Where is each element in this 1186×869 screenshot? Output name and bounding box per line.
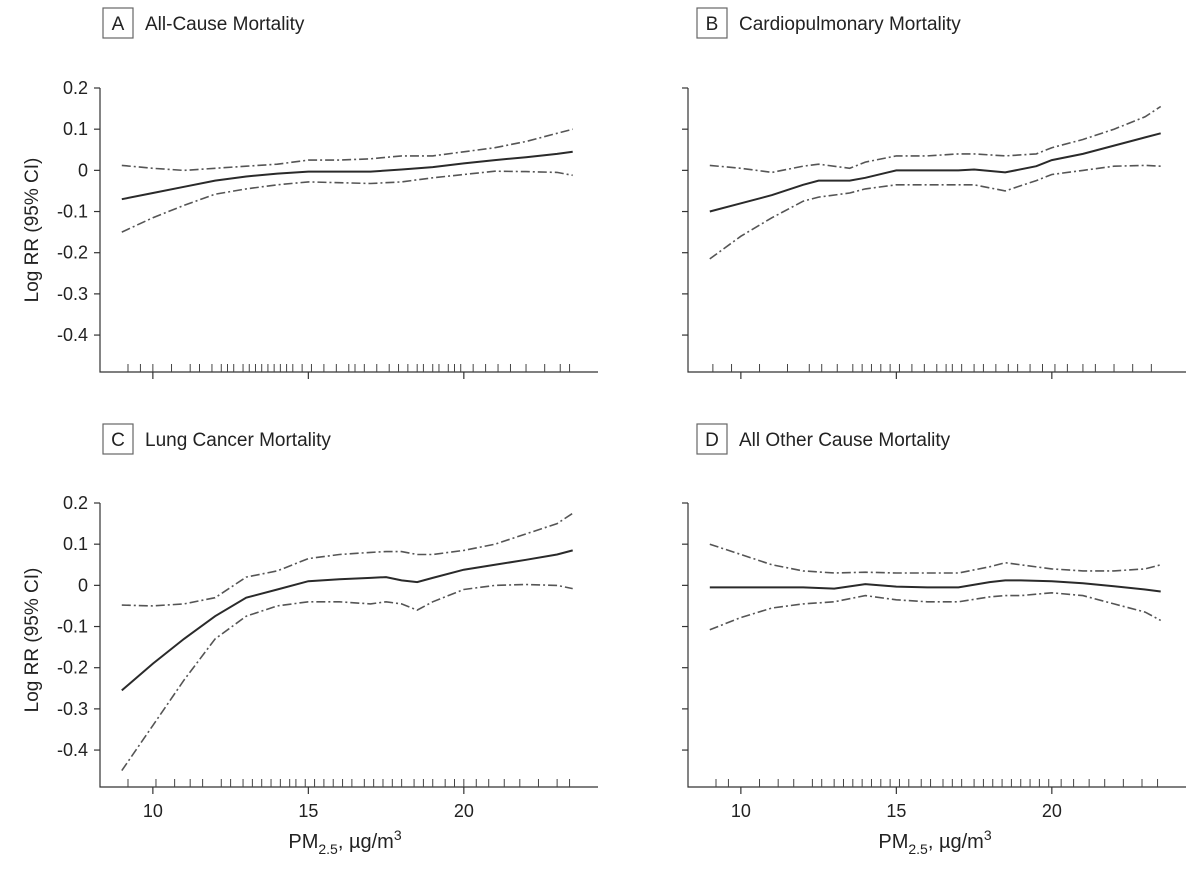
x-axis-label-superscript: 3 [394,827,402,843]
x-axis-label-unit: , µg/m [928,831,984,853]
panel-letter: A [112,14,125,35]
panel-letter: D [705,430,719,451]
y-tick-label: 0.2 [63,78,88,98]
x-tick-label: 15 [886,801,906,821]
upper-ci-line [121,128,573,172]
x-tick-label: 10 [143,801,163,821]
panel-letter-box [696,7,728,39]
y-tick-label: -0.2 [57,243,88,263]
y-axis-label-top: Log RR (95% CI) [22,158,43,303]
upper-ci-line [121,512,574,607]
panel-letter-box [102,423,134,455]
upper-ci-line [709,105,1162,174]
estimate-line [121,150,573,201]
axis-frame [99,88,598,373]
panel-title: Lung Cancer Mortality [145,430,331,451]
panel-letter: B [706,14,719,35]
panel-title: All Other Cause Mortality [739,430,951,451]
panels-group: A All-Cause Mortality 0.2 0.1 0 -0.1 -0.2 -0.3 -… [57,7,1186,821]
rug-marks [127,364,571,372]
y-tick-label: -0.1 [57,202,88,222]
x-tick-label: 10 [731,801,751,821]
estimate-line [709,132,1161,213]
y-tick-label: -0.1 [57,617,88,637]
x-axis-label-superscript: 3 [984,827,992,843]
y-tick-label: 0 [78,160,88,180]
panel-d: D All Other Cause Mortality 10 15 20 [682,423,1186,821]
y-tick-label: 0.1 [63,119,88,139]
y-tick-label: 0.1 [63,534,88,554]
upper-ci-line [709,543,1161,574]
rug-marks [127,779,571,787]
x-axis-label-main: PM [288,831,318,853]
axis-frame [99,503,598,788]
y-tick-label: -0.4 [57,740,88,760]
axis-frame [687,503,1186,788]
y-tick-label: -0.3 [57,284,88,304]
x-axis-label-left: PM2.5, µg/m3 [288,827,401,857]
x-axis-label-subscript: 2.5 [908,841,928,857]
y-tick-label: -0.3 [57,699,88,719]
y-tick-label: -0.2 [57,658,88,678]
lower-ci-line [709,591,1162,631]
lower-ci-line [121,583,573,772]
rug-marks [712,364,1152,372]
axis-frame [687,88,1186,373]
x-axis-label-right: PM2.5, µg/m3 [878,827,991,857]
y-tick-label: 0 [78,575,88,595]
x-tick-label: 20 [1042,801,1062,821]
panel-b: B Cardiopulmonary Mortality [682,7,1186,379]
rug-marks [715,779,1159,787]
panel-a: A All-Cause Mortality 0.2 0.1 0 -0.1 -0.2 -0.3 -… [57,7,598,379]
panel-letter-box [102,7,134,39]
x-axis-label-subscript: 2.5 [318,841,338,857]
lower-ci-line [121,170,573,233]
panel-c: C Lung Cancer Mortality 0.2 0.1 0 -0.1 -0.2 -0.… [57,423,598,821]
y-axis-label-bottom: Log RR (95% CI) [22,568,43,713]
y-tick-label: 0.2 [63,493,88,513]
x-axis-label-main: PM [878,831,908,853]
x-axis-label-unit: , µg/m [338,831,394,853]
panel-title: All-Cause Mortality [145,14,305,35]
x-tick-label: 15 [298,801,318,821]
lower-ci-line [709,164,1161,260]
y-tick-label: -0.4 [57,325,88,345]
x-tick-label: 20 [454,801,474,821]
estimate-line [121,549,573,692]
panel-letter-box [696,423,728,455]
estimate-line [709,579,1161,593]
panel-letter: C [111,430,125,451]
panel-title: Cardiopulmonary Mortality [739,14,961,35]
